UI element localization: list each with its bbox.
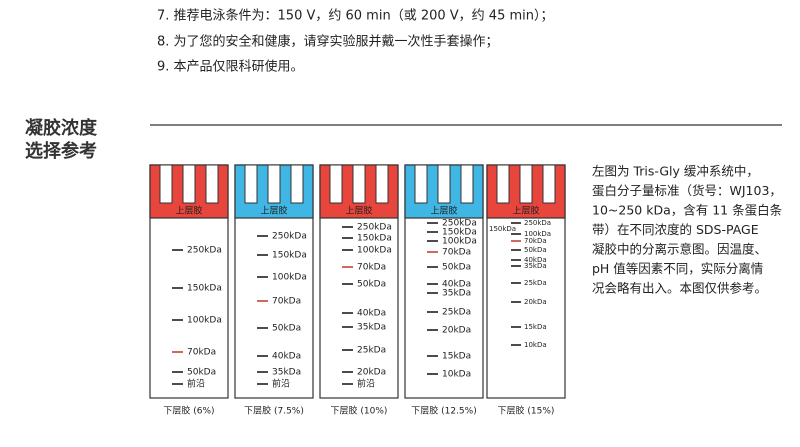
front-label: 前沿 <box>357 378 375 390</box>
gel-caption: 下层胶 (6%) <box>163 405 214 417</box>
band-label: 50kDa <box>187 368 216 378</box>
front-label: 前沿 <box>187 378 205 390</box>
gel-top-label: 上层胶 <box>430 205 457 217</box>
band-label: 25kDa <box>357 346 386 356</box>
band-label: 100kDa <box>187 316 222 326</box>
band-label: 70kDa <box>187 348 216 358</box>
well <box>542 164 556 204</box>
well <box>352 164 366 204</box>
description: 蛋白分子量标准（货号：WJ103， <box>592 183 782 198</box>
band-label: 20kDa <box>442 326 471 336</box>
band-label: 150kDa <box>489 225 516 233</box>
band-label: 150kDa <box>357 234 392 244</box>
well <box>519 164 533 204</box>
band-label: 70kDa <box>524 237 547 245</box>
gel-caption: 下层胶 (7.5%) <box>244 405 304 417</box>
band-label: 100kDa <box>272 273 307 283</box>
band-label: 100kDa <box>524 230 551 238</box>
note: 9. 本产品仅限科研使用。 <box>157 59 304 75</box>
well <box>290 164 304 204</box>
description: 10~250 kDa，含有 11 条蛋白条 <box>592 203 783 218</box>
band-label: 250kDa <box>442 219 477 229</box>
band-label: 25kDa <box>524 279 547 287</box>
gel-top-label: 上层胶 <box>345 205 372 217</box>
band-label: 250kDa <box>272 232 307 242</box>
well <box>375 164 389 204</box>
band-label: 250kDa <box>357 223 392 233</box>
band-label: 40kDa <box>524 256 547 264</box>
gel-top-label: 上层胶 <box>260 205 287 217</box>
well <box>329 164 343 204</box>
band-label: 100kDa <box>442 237 477 247</box>
band-label: 70kDa <box>357 263 386 273</box>
well <box>496 164 510 204</box>
band-label: 35kDa <box>442 289 471 299</box>
well <box>267 164 281 204</box>
gel-caption: 下层胶 (15%) <box>498 405 555 417</box>
front-label: 前沿 <box>272 378 290 390</box>
note: 7. 推荐电泳条件为：150 V，约 60 min（或 200 V，约 45 m… <box>157 8 554 24</box>
band-label: 50kDa <box>524 246 547 254</box>
band-label: 250kDa <box>524 219 551 227</box>
band-label: 15kDa <box>442 352 471 362</box>
band-label: 50kDa <box>357 280 386 290</box>
section-title: 选择参考 <box>25 140 97 162</box>
band-label: 150kDa <box>187 284 222 294</box>
band-label: 35kDa <box>524 262 547 270</box>
well <box>244 164 258 204</box>
gel-caption: 下层胶 (12.5%) <box>411 405 476 417</box>
band-label: 100kDa <box>357 246 392 256</box>
band-label: 40kDa <box>357 309 386 319</box>
well <box>414 164 428 204</box>
band-label: 70kDa <box>442 248 471 258</box>
band-label: 20kDa <box>357 368 386 378</box>
gel-top-label: 上层胶 <box>175 205 202 217</box>
band-label: 20kDa <box>524 298 547 306</box>
well <box>437 164 451 204</box>
well <box>182 164 196 204</box>
well <box>205 164 219 204</box>
band-label: 10kDa <box>442 370 471 380</box>
gel-top-label: 上层胶 <box>512 205 539 217</box>
gel-caption: 下层胶 (10%) <box>331 405 388 417</box>
note: 8. 为了您的安全和健康，请穿实验服并戴一次性手套操作； <box>157 34 499 50</box>
description: 带）在不同浓度的 SDS-PAGE <box>592 222 759 237</box>
band-label: 50kDa <box>442 263 471 273</box>
description: 况会略有出入。本图仅供参考。 <box>592 281 767 296</box>
band-label: 70kDa <box>272 297 301 307</box>
band-label: 15kDa <box>524 323 547 331</box>
band-label: 35kDa <box>272 368 301 378</box>
band-label: 50kDa <box>272 324 301 334</box>
band-label: 25kDa <box>442 308 471 318</box>
description: pH 值等因素不同，实际分离情 <box>592 261 763 276</box>
band-label: 150kDa <box>442 228 477 238</box>
band-label: 250kDa <box>187 246 222 256</box>
well <box>159 164 173 204</box>
description: 凝胶中的分离示意图。因温度、 <box>592 242 767 257</box>
description: 左图为 Tris-Gly 缓冲系统中， <box>592 164 759 179</box>
band-label: 10kDa <box>524 341 547 349</box>
band-label: 40kDa <box>272 352 301 362</box>
band-label: 150kDa <box>272 251 307 261</box>
well <box>460 164 474 204</box>
band-label: 35kDa <box>357 323 386 333</box>
section-title: 凝胶浓度 <box>25 117 98 139</box>
band-label: 40kDa <box>442 280 471 290</box>
